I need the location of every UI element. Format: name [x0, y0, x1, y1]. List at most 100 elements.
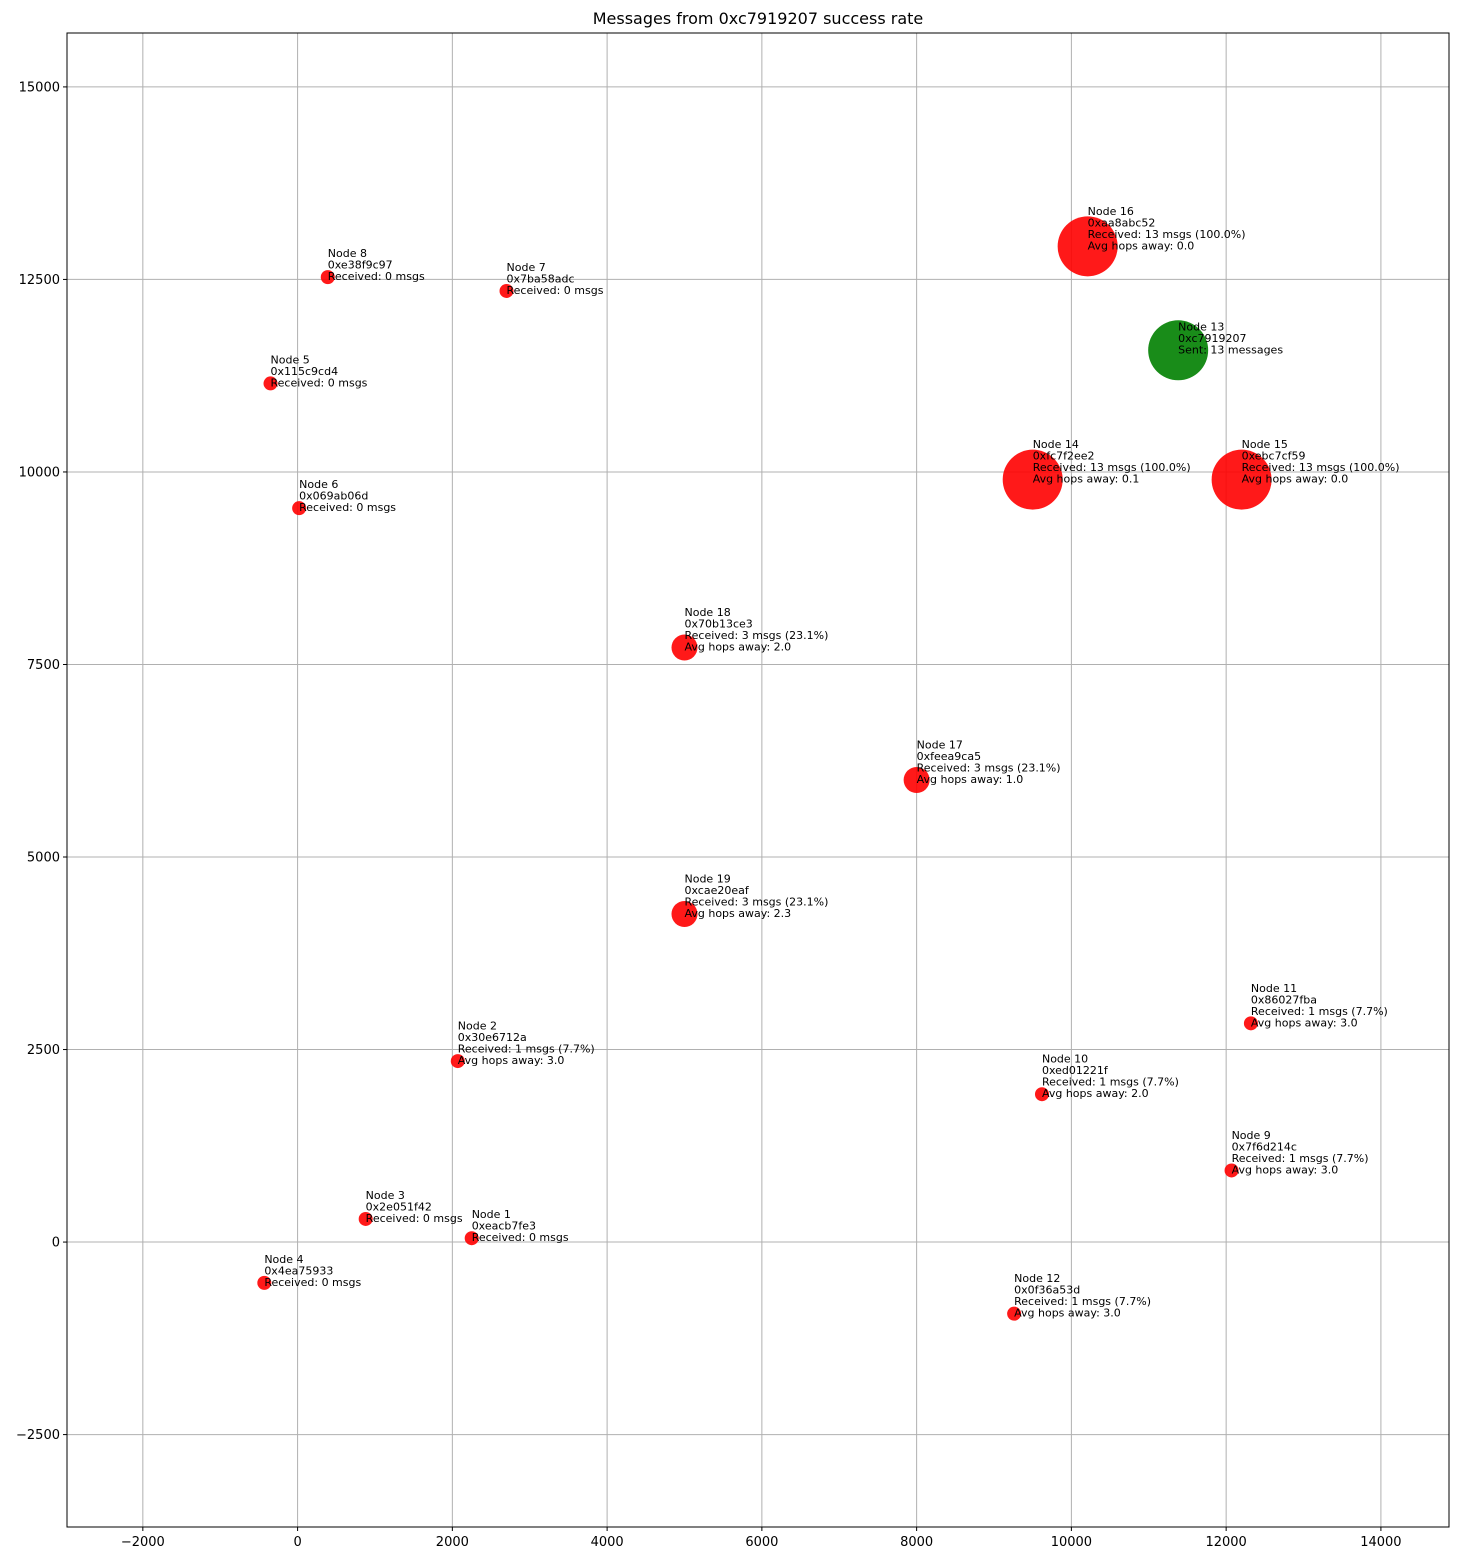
- node-point: [671, 634, 698, 661]
- node-label-line: Avg hops away: 0.0: [1242, 473, 1349, 486]
- node-label-line: Received: 1 msgs (7.7%): [1232, 1152, 1369, 1165]
- node-point: [1211, 449, 1272, 510]
- node-label-line: Node 7: [507, 261, 546, 274]
- node-label-line: 0x7f6d214c: [1232, 1140, 1297, 1153]
- node-point: [464, 1231, 479, 1246]
- node-label-line: 0x30e6712a: [458, 1031, 527, 1044]
- node-label-line: 0x0f36a53d: [1014, 1284, 1080, 1297]
- node-label-line: Node 13: [1178, 320, 1224, 333]
- node-label-line: Avg hops away: 2.0: [684, 641, 791, 654]
- node-point: [499, 283, 514, 298]
- node-label-line: Avg hops away: 2.0: [1042, 1087, 1149, 1100]
- y-tick-label: −2500: [16, 1428, 60, 1443]
- node-label-line: Node 2: [458, 1020, 497, 1033]
- y-tick-label: 15000: [19, 80, 60, 95]
- node-label-line: Node 3: [366, 1189, 405, 1202]
- node-label-line: Node 14: [1033, 438, 1079, 451]
- x-tick-label: −2000: [121, 1535, 165, 1550]
- node-label-line: Avg hops away: 0.1: [1033, 473, 1140, 486]
- node-point: [358, 1211, 373, 1226]
- node-label-line: Received: 13 msgs (100.0%): [1033, 461, 1191, 474]
- node-label-line: Received: 1 msgs (7.7%): [1251, 1005, 1388, 1018]
- grid-lines: [67, 33, 1449, 1527]
- sender-node-point: [1148, 320, 1209, 381]
- node-label-line: Node 8: [328, 247, 367, 260]
- node-point: [263, 376, 278, 391]
- node-label-line: Avg hops away: 3.0: [1232, 1163, 1339, 1176]
- node-label-line: 0x069ab06d: [299, 490, 368, 503]
- node-label-line: Received: 0 msgs: [299, 501, 396, 514]
- node-label-line: Avg hops away: 3.0: [458, 1054, 565, 1067]
- node-label-line: 0xeacb7fe3: [472, 1220, 536, 1233]
- node-label-line: Avg hops away: 1.0: [917, 773, 1024, 786]
- node-label-line: Node 5: [271, 353, 310, 366]
- node-label-line: Avg hops away: 3.0: [1251, 1016, 1358, 1029]
- node-point: [1007, 1306, 1022, 1321]
- node-label-line: 0xe38f9c97: [328, 259, 393, 272]
- chart-title: Messages from 0xc7919207 success rate: [593, 9, 924, 28]
- node-label-line: 0x115c9cd4: [271, 365, 339, 378]
- node-label-line: 0xfc7f2ee2: [1033, 450, 1095, 463]
- node-point: [450, 1054, 465, 1069]
- node-label-line: Node 17: [917, 739, 963, 752]
- node-label-line: 0x86027fba: [1251, 993, 1317, 1006]
- x-tick-label: 12000: [1205, 1535, 1246, 1550]
- node-label-line: Node 10: [1042, 1053, 1088, 1066]
- node-label-line: 0xed01221f: [1042, 1064, 1109, 1077]
- axis-ticks: −2000 0 2000 4000 6000 8000 10000 12000 14000 −25…: [16, 80, 1402, 1550]
- node-label-line: Received: 0 msgs: [264, 1276, 361, 1289]
- node-label-line: Node 6: [299, 478, 338, 491]
- node-point: [903, 767, 930, 793]
- node-label-line: 0x4ea75933: [264, 1264, 333, 1277]
- x-tick-label: 2000: [436, 1535, 469, 1550]
- node-label-line: Received: 13 msgs (100.0%): [1088, 228, 1246, 241]
- x-tick-label: 10000: [1051, 1535, 1092, 1550]
- node-label-line: Received: 3 msgs (23.1%): [917, 762, 1061, 775]
- node-label-line: Received: 1 msgs (7.7%): [1014, 1295, 1151, 1308]
- x-tick-label: 4000: [591, 1535, 624, 1550]
- node-label-line: Node 1: [472, 1208, 511, 1221]
- node-point: [671, 900, 698, 927]
- node-label-line: Node 19: [684, 872, 730, 885]
- node-label-line: Received: 0 msgs: [328, 270, 425, 283]
- y-tick-label: 10000: [19, 465, 60, 480]
- node-label-line: Received: 0 msgs: [472, 1231, 569, 1244]
- node-point: [257, 1275, 272, 1290]
- node-label-line: Received: 0 msgs: [366, 1212, 463, 1225]
- y-tick-label: 7500: [27, 658, 60, 673]
- node-label-line: Avg hops away: 2.3: [684, 907, 791, 920]
- node-label-line: Node 16: [1088, 205, 1134, 218]
- x-tick-label: 0: [293, 1535, 301, 1550]
- node-point: [1002, 449, 1063, 510]
- node-point: [320, 270, 335, 285]
- node-label-line: Avg hops away: 3.0: [1014, 1307, 1121, 1320]
- y-tick-label: 5000: [27, 851, 60, 866]
- node-label-line: Node 18: [684, 606, 730, 619]
- node-label-line: 0xc7919207: [1178, 332, 1246, 345]
- node-label-line: Node 15: [1242, 438, 1288, 451]
- node-label-line: 0x7ba58adc: [507, 272, 575, 285]
- node-point: [1224, 1163, 1239, 1178]
- y-tick-label: 0: [52, 1236, 60, 1251]
- node-label-line: 0xaa8abc52: [1088, 216, 1156, 229]
- node-label-line: 0x70b13ce3: [684, 618, 752, 631]
- node-point: [1243, 1016, 1258, 1031]
- node-label-line: Node 4: [264, 1253, 303, 1266]
- node-label-line: Node 12: [1014, 1272, 1060, 1285]
- node-point: [292, 501, 307, 516]
- node-label-line: 0x2e051f42: [366, 1200, 432, 1213]
- data-points: [257, 216, 1272, 1321]
- node-point: [1034, 1087, 1049, 1102]
- x-tick-label: 14000: [1360, 1535, 1401, 1550]
- node-label-line: Received: 0 msgs: [507, 284, 604, 297]
- plot-area-frame: [66, 32, 1450, 1528]
- x-tick-label: 6000: [745, 1535, 778, 1550]
- node-label-line: Avg hops away: 0.0: [1088, 239, 1195, 252]
- node-label-line: 0xcae20eaf: [684, 884, 749, 897]
- node-label-line: Received: 1 msgs (7.7%): [458, 1043, 595, 1056]
- y-tick-label: 12500: [19, 273, 60, 288]
- node-label-line: 0xebc7cf59: [1242, 450, 1306, 463]
- node-label-line: Received: 0 msgs: [271, 376, 368, 389]
